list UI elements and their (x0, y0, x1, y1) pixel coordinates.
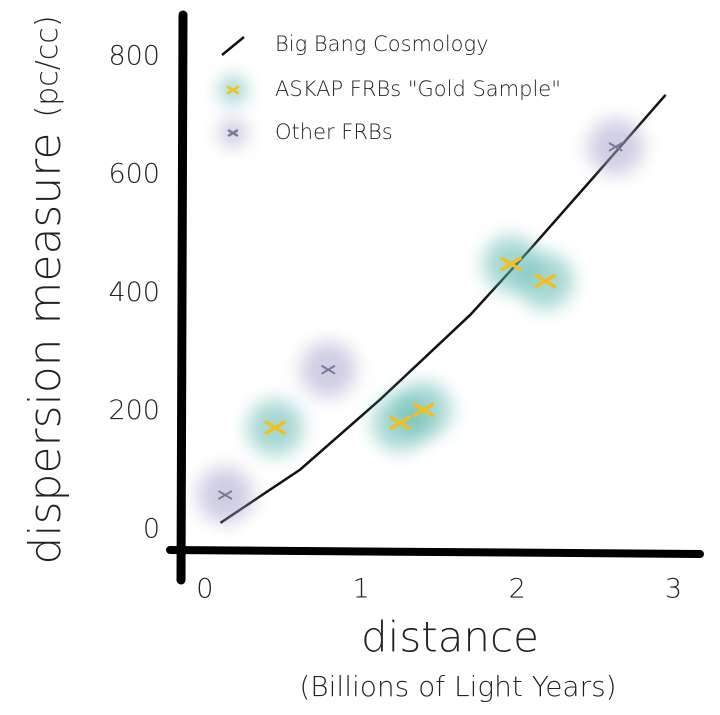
data-point (500, 256, 522, 272)
x-tick-label: 1 (352, 574, 369, 605)
x-tick-label: 3 (665, 574, 682, 605)
x-axis-label: distance (361, 613, 539, 662)
data-point (534, 273, 557, 289)
cross-stroke (218, 490, 233, 500)
cross-stroke (500, 256, 522, 272)
legend-swatch (227, 129, 239, 137)
legend-swatch (226, 85, 240, 95)
legend-swatch (221, 36, 245, 56)
y-axis-label: dispersion measure (pc/cc) (20, 15, 71, 564)
x-axis (166, 546, 704, 558)
legend-label: ASKAP FRBs "Gold Sample" (275, 77, 561, 101)
x-tick-label: 2 (509, 574, 526, 605)
cross-stroke (412, 402, 435, 418)
data-point (412, 402, 435, 418)
cross-stroke (534, 273, 557, 289)
data-point (608, 142, 623, 152)
y-tick-label: 600 (108, 159, 160, 190)
y-label-text: dispersion measure (20, 133, 71, 565)
y-tick-label: 0 (143, 513, 160, 544)
y-tick-label: 800 (108, 40, 160, 71)
x-tick-label: 0 (196, 574, 213, 605)
legend-label: Big Bang Cosmology (275, 32, 489, 56)
y-tick-label: 400 (108, 277, 160, 308)
x-axis-note: (Billions of Light Years) (299, 670, 616, 703)
legend-label: Other FRBs (275, 120, 393, 144)
y-tick-label: 200 (108, 395, 160, 426)
y-label-unit: (pc/cc) (30, 15, 65, 117)
data-point (321, 365, 336, 375)
cross-stroke (226, 85, 240, 95)
cross-stroke (227, 129, 239, 137)
y-axis (176, 10, 188, 585)
data-point (218, 490, 233, 500)
data-point (264, 420, 286, 435)
cross-stroke (264, 420, 286, 435)
cross-stroke (608, 142, 623, 152)
cross-stroke (389, 415, 411, 431)
data-point (389, 415, 411, 431)
cross-stroke (321, 365, 336, 375)
